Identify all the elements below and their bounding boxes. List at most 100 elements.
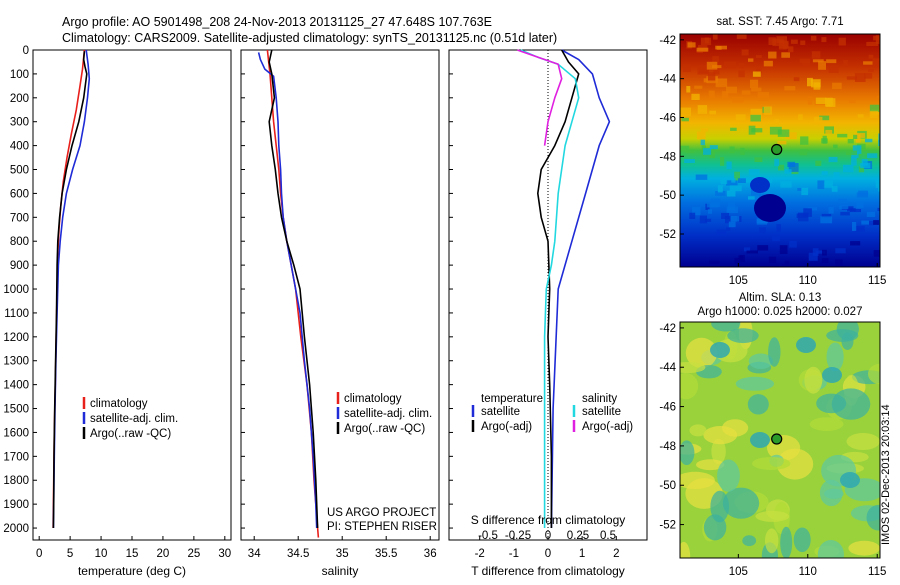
depth-tick-label: 800 (10, 236, 29, 248)
sst-texture (837, 133, 848, 138)
sst-texture (839, 205, 849, 210)
legend-climatology: climatology (90, 398, 148, 410)
sla-low-eddy (822, 367, 842, 383)
sst-texture (752, 71, 761, 77)
sst-texture (757, 92, 769, 101)
depth-tick-label: 600 (10, 188, 29, 200)
sst-texture (777, 140, 787, 145)
sla-texture (735, 376, 775, 391)
sst-texture (736, 34, 747, 39)
sst-texture (868, 69, 874, 73)
difference-lines (517, 49, 611, 529)
sla-texture (866, 504, 880, 531)
sst-texture (822, 180, 833, 188)
legend-temp-satellite: satellite (481, 406, 520, 418)
temperature-x-axis: 0 5 10 15 20 25 30 (36, 536, 231, 560)
legend-sal-argo: Argo(-adj) (582, 421, 633, 433)
legend-satellite: satellite-adj. clim. (90, 413, 178, 425)
depth-axis: 0 100 200 300 400 500 600 700 800 900 1000 1100 1200… (3, 45, 453, 535)
sst-texture (793, 77, 800, 82)
sst-map-title: sat. SST: 7.45 Argo: 7.71 (716, 16, 843, 28)
sla-map-title-line-2: Argo h1000: 0.025 h2000: 0.027 (698, 306, 863, 318)
sst-texture (803, 208, 812, 217)
sst-texture (801, 187, 809, 196)
sst-texture (680, 145, 690, 150)
sst-texture (873, 220, 879, 225)
sla-map-title-line-1: Altim. SLA: 0.13 (739, 292, 821, 304)
x-tick-label: 20 (157, 548, 170, 560)
sst-texture (692, 206, 701, 216)
sst-texture (682, 64, 691, 72)
x-tick-label: 34 (248, 548, 261, 560)
sla-texture (710, 490, 729, 523)
sst-texture (681, 117, 689, 122)
sst-texture (741, 49, 749, 56)
sla-low-eddy (796, 337, 816, 353)
sst-texture (869, 110, 879, 118)
sst-texture (864, 138, 873, 143)
sst-texture (707, 72, 716, 81)
sst-texture (843, 164, 854, 173)
sst-texture (781, 52, 790, 58)
argo-position-marker (771, 433, 783, 445)
sst-texture (754, 157, 763, 162)
sst-texture (788, 46, 794, 53)
sst-texture (784, 86, 796, 91)
sst-texture (777, 129, 790, 137)
sst-texture (860, 163, 871, 169)
sst-texture (697, 105, 708, 114)
sst-texture (738, 70, 745, 78)
map-x-tick-label: 105 (729, 275, 748, 287)
sst-texture (855, 134, 861, 143)
sst-texture (748, 125, 756, 135)
sst-texture (698, 65, 709, 74)
depth-tick-label: 200 (10, 93, 29, 105)
sst-texture (833, 144, 838, 149)
sst-texture (819, 115, 830, 121)
sst-texture (813, 82, 821, 90)
sst-texture (768, 256, 777, 263)
sla-texture (841, 332, 854, 351)
sst-texture (800, 40, 806, 45)
sst-texture (751, 87, 762, 92)
sst-texture (864, 73, 873, 79)
sst-texture (815, 250, 826, 254)
sst-texture (730, 216, 740, 222)
sla-texture (768, 337, 781, 367)
map-x-tick-label: 115 (868, 275, 886, 287)
sst-texture (821, 37, 827, 43)
sst-texture (759, 227, 766, 233)
sst-texture (685, 149, 695, 153)
sst-texture (743, 247, 751, 252)
sst-map-image (680, 34, 880, 267)
sst-texture (828, 64, 839, 73)
sla-texture (680, 362, 706, 373)
sst-texture (705, 218, 712, 222)
depth-tick-label: 500 (10, 165, 29, 177)
map-y-tick-label: -52 (659, 229, 676, 241)
sst-texture (822, 135, 827, 144)
sst-texture (785, 132, 797, 140)
s-tick-label: -0.5 (478, 530, 498, 542)
sst-texture (776, 224, 781, 232)
sla-texture (727, 328, 759, 344)
sst-texture (861, 159, 868, 166)
sla-texture (717, 459, 740, 492)
sst-texture (876, 95, 880, 101)
sla-texture (826, 342, 844, 372)
sst-texture (840, 211, 850, 216)
sst-texture (846, 150, 858, 155)
sst-texture (799, 58, 811, 64)
sst-texture (779, 40, 789, 48)
legend-sal-satellite: satellite (582, 406, 621, 418)
map-y-tick-label: -44 (659, 362, 676, 374)
sla-texture (722, 487, 760, 519)
sst-texture (712, 56, 719, 63)
sst-texture (706, 202, 719, 208)
sst-texture (772, 235, 781, 242)
sst-texture (854, 133, 866, 138)
pi-annotation: PI: STEPHEN RISER (327, 521, 437, 533)
sst-texture (774, 158, 780, 167)
sst-texture (741, 90, 751, 95)
s-tick-label: 0.5 (600, 530, 616, 542)
